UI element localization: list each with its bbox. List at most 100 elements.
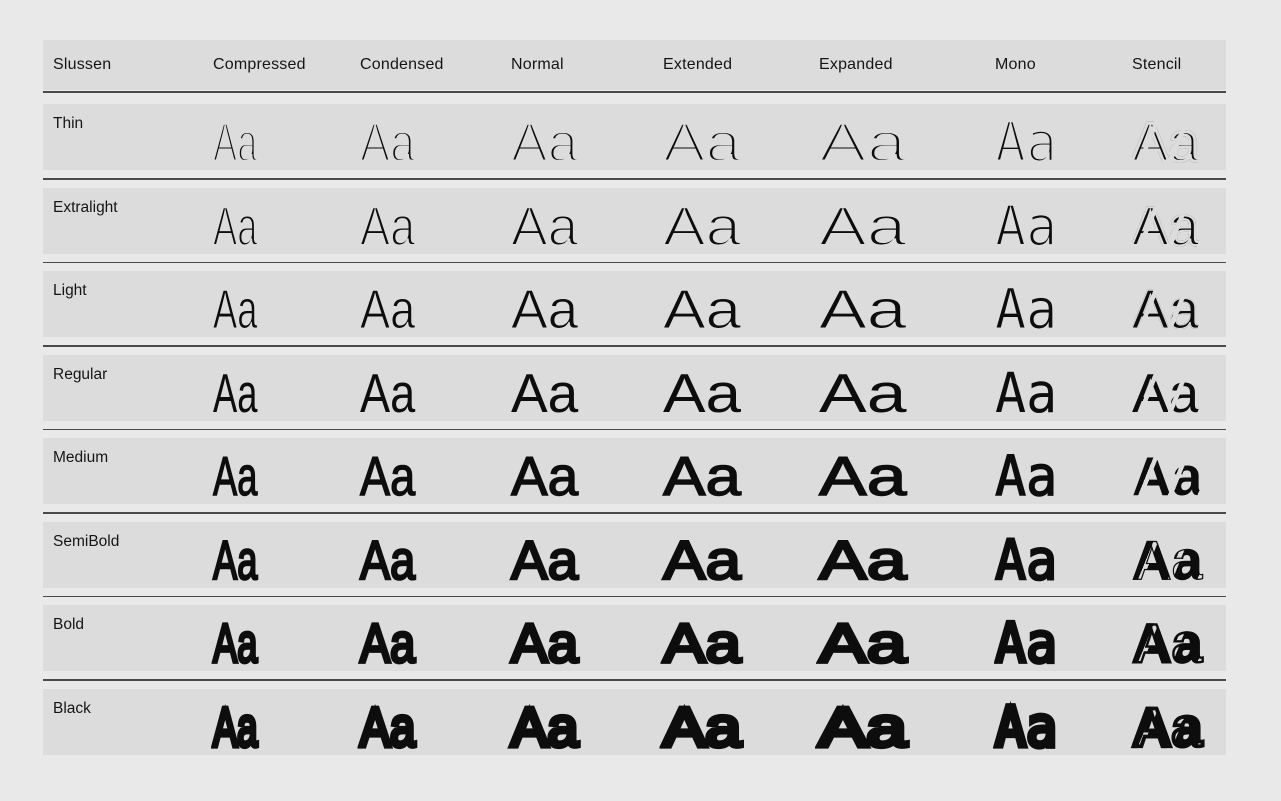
specimen-glyph-regular-condensed: Aa (360, 361, 416, 424)
specimen-cell-semibold-stencil: Aa (1131, 522, 1226, 591)
specimen-glyph-thin-compressed: Aa (212, 111, 258, 173)
specimen-glyph-black-condensed: Aa (358, 695, 417, 758)
specimen-glyph-light-extended: Aa (662, 278, 742, 340)
specimen-cell-light-mono: Aa (994, 271, 1132, 341)
specimen-cell-light-normal: Aa (510, 271, 663, 337)
specimen-glyph-bold-expanded: Aa (817, 612, 909, 674)
specimen-glyph-light-expanded: Aa (818, 278, 907, 340)
specimen-cell-medium-extended: Aa (662, 438, 819, 504)
specimen-glyph-thin-extended: Aa (661, 111, 743, 173)
specimen-glyph-medium-expanded: Aa (818, 445, 907, 507)
specimen-glyph-black-extended: Aa (660, 695, 744, 758)
specimen-cell-black-stencil: Aa (1130, 689, 1226, 758)
weight-label-thin: Thin (53, 115, 84, 132)
weight-row-regular: Regular Aa Aa Aa Aa Aa Aa Aa (43, 354, 1226, 424)
specimen-cell-semibold-condensed: Aa (359, 522, 511, 589)
header-separator (43, 91, 1226, 93)
specimen-glyph-light-compressed: Aa (213, 278, 258, 340)
specimen-glyph-bold-normal: Aa (509, 612, 580, 674)
specimen-glyph-extralight-compressed: Aa (212, 194, 258, 257)
specimen-glyph-bold-condensed: Aa (358, 612, 416, 674)
specimen-glyph-black-mono: Aa (993, 694, 1060, 759)
specimen-glyph-black-stencil: Aa (1130, 695, 1204, 758)
specimen-cell-thin-extended: Aa (661, 104, 819, 173)
specimen-cell-thin-stencil: Aa (1130, 104, 1226, 173)
specimen-glyph-extralight-normal: Aa (510, 194, 579, 257)
specimen-glyph-light-stencil: Aa (1131, 278, 1200, 340)
specimen-glyph-black-expanded: Aa (816, 695, 910, 758)
specimen-glyph-extralight-condensed: Aa (359, 194, 416, 257)
weight-row-black: Black Aa Aa Aa Aa Aa Aa Aa (43, 688, 1226, 759)
specimen-cell-medium-mono: Aa (994, 438, 1132, 508)
weight-label-extralight: Extralight (53, 198, 118, 216)
row-separator (43, 345, 1226, 347)
specimen-cell-semibold-compressed: Aa (212, 522, 360, 591)
row-separator (43, 595, 1226, 597)
specimen-cell-black-condensed: Aa (358, 689, 511, 758)
specimen-glyph-medium-condensed: Aa (359, 445, 416, 507)
specimen-cell-bold-stencil: Aa (1131, 605, 1226, 674)
specimen-cell-semibold-extended: Aa (661, 522, 819, 589)
specimen-cell-extralight-expanded: Aa (818, 188, 995, 257)
row-separator (43, 512, 1226, 514)
column-header-compressed: Compressed (213, 56, 306, 73)
specimen-glyph-medium-mono: Aa (994, 444, 1058, 508)
weight-label-bold: Bold (53, 616, 85, 633)
row-separator (43, 261, 1226, 263)
specimen-glyph-extralight-stencil: Aa (1131, 194, 1200, 257)
specimen-glyph-thin-stencil: Aa (1130, 111, 1200, 173)
weight-label-semibold: SemiBold (53, 532, 120, 550)
specimen-glyph-light-mono: Aa (994, 277, 1058, 341)
specimen-glyph-bold-compressed: Aa (212, 612, 259, 674)
specimen-glyph-extralight-mono: Aa (994, 193, 1058, 258)
specimen-cell-bold-condensed: Aa (358, 605, 511, 674)
specimen-cell-semibold-normal: Aa (510, 522, 663, 591)
weight-label-regular: Regular (53, 365, 108, 383)
table-body: Thin Aa Aa Aa Aa Aa Aa Aa Extralight Aa Aa Aa Aa Aa Aa… (43, 104, 1226, 759)
specimen-cell-extralight-condensed: Aa (359, 188, 511, 257)
column-header-expanded: Expanded (819, 56, 893, 73)
specimen-cell-regular-condensed: Aa (360, 355, 511, 421)
specimen-cell-thin-condensed: Aa (359, 104, 511, 171)
family-name: Slussen (53, 56, 112, 73)
specimen-cell-regular-mono: Aa (995, 355, 1132, 421)
weight-row-semibold: SemiBold Aa Aa Aa Aa Aa Aa Aa (43, 521, 1226, 592)
specimen-cell-extralight-extended: Aa (662, 188, 819, 254)
column-header-extended: Extended (663, 56, 733, 73)
specimen-glyph-semibold-stencil: Aa (1131, 528, 1203, 591)
specimen-table: Slussen Compressed Condensed Normal Extende… (43, 40, 1226, 759)
column-header-stencil: Stencil (1132, 56, 1182, 73)
specimen-glyph-regular-extended: Aa (663, 361, 742, 424)
specimen-glyph-regular-stencil: Aa (1132, 361, 1200, 424)
specimen-cell-medium-expanded: Aa (818, 438, 995, 507)
specimen-glyph-thin-mono: Aa (994, 110, 1059, 174)
header-row: Slussen Compressed Condensed Normal Extende… (43, 40, 1226, 90)
specimen-glyph-regular-compressed: Aa (213, 361, 258, 424)
specimen-glyph-semibold-mono: Aa (994, 527, 1059, 592)
specimen-cell-light-stencil: Aa (1131, 271, 1226, 340)
column-header-normal: Normal (511, 56, 564, 73)
specimen-cell-bold-normal: Aa (509, 605, 663, 674)
specimen-cell-black-mono: Aa (993, 689, 1132, 759)
specimen-glyph-light-condensed: Aa (360, 278, 416, 340)
specimen-glyph-semibold-normal: Aa (510, 528, 580, 591)
specimen-cell-extralight-mono: Aa (994, 188, 1132, 258)
specimen-cell-semibold-mono: Aa (994, 522, 1132, 592)
specimen-cell-extralight-compressed: Aa (212, 188, 360, 257)
specimen-cell-black-normal: Aa (508, 689, 663, 756)
specimen-cell-extralight-normal: Aa (510, 188, 663, 257)
specimen-cell-bold-compressed: Aa (212, 605, 360, 674)
specimen-glyph-bold-mono: Aa (993, 611, 1059, 675)
specimen-cell-bold-extended: Aa (661, 605, 819, 673)
specimen-cell-light-compressed: Aa (213, 271, 360, 337)
weight-label-light: Light (53, 282, 87, 299)
specimen-glyph-bold-stencil: Aa (1131, 612, 1204, 674)
specimen-cell-black-extended: Aa (660, 689, 819, 758)
specimen-glyph-extralight-expanded: Aa (818, 194, 908, 257)
specimen-glyph-semibold-compressed: Aa (212, 528, 258, 591)
weight-row-medium: Medium Aa Aa Aa Aa Aa Aa Aa (43, 438, 1226, 504)
specimen-glyph-thin-expanded: Aa (817, 111, 908, 173)
specimen-glyph-semibold-expanded: Aa (817, 528, 908, 591)
weight-row-light: Light Aa Aa Aa Aa Aa Aa Aa (43, 271, 1226, 337)
specimen-cell-light-extended: Aa (662, 271, 819, 340)
